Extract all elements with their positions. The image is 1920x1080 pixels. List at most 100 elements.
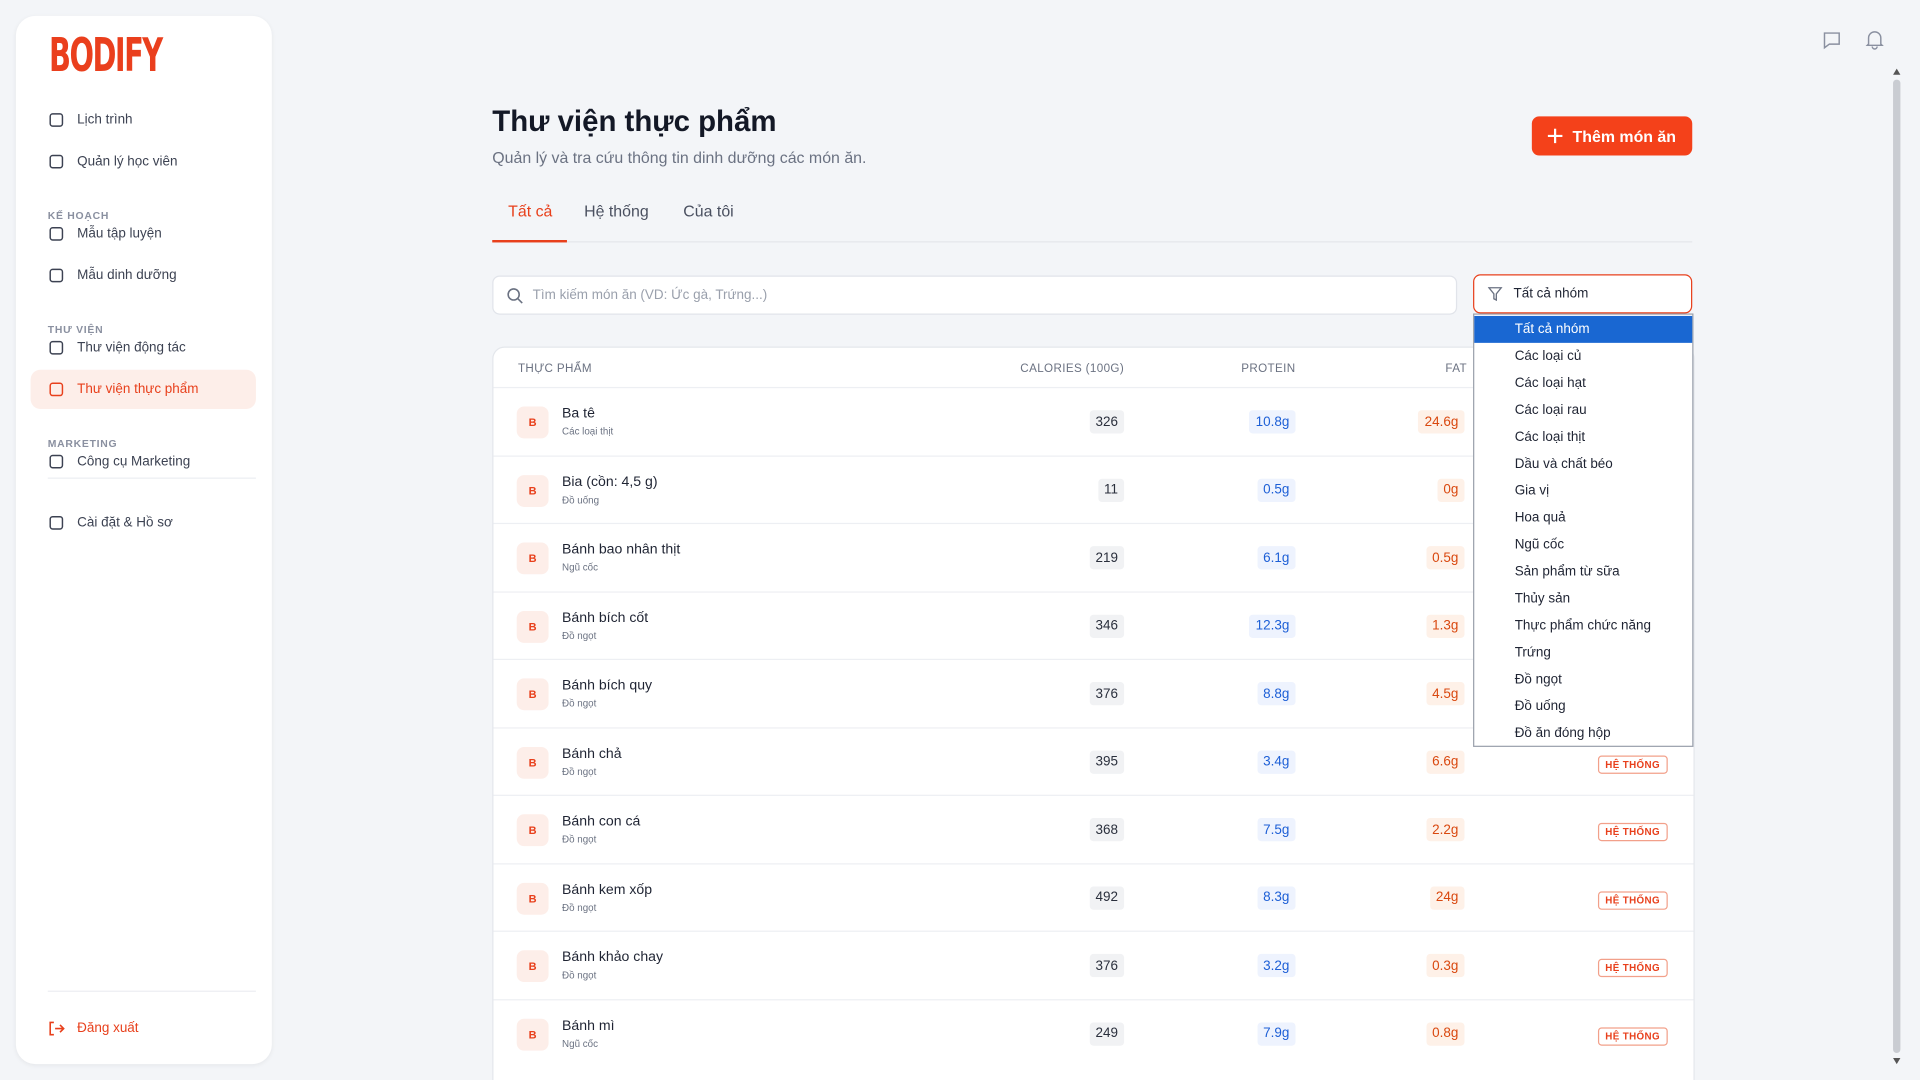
nav-icon [49, 113, 64, 127]
option-label: Đồ ăn đóng hộp [1514, 726, 1611, 741]
table-row[interactable]: B Bánh bao nhân thịt Ngũ cốc 219 6.1g 0.5g [493, 522, 1694, 592]
dropdown-option[interactable]: Thực phẩm chức năng [1474, 612, 1692, 639]
option-label: Sản phẩm từ sữa [1514, 564, 1620, 580]
dropdown-option[interactable]: Trứng [1474, 639, 1692, 666]
nav-item[interactable]: Lịch trình [31, 100, 256, 139]
nav-item[interactable]: Mẫu dinh dưỡng [31, 256, 256, 295]
food-name: Ba tê [562, 406, 595, 422]
logo[interactable]: BODIFY [48, 28, 163, 83]
table-row[interactable]: B Bánh bích cốt Đồ ngọt 346 12.3g 1.3g [493, 590, 1694, 660]
bell-icon[interactable] [1865, 29, 1885, 50]
protein: 0.5g [1257, 478, 1296, 502]
food-avatar: B [516, 542, 549, 575]
dropdown-option[interactable]: Đồ ăn đóng hộp [1474, 720, 1692, 747]
protein: 12.3g [1249, 614, 1296, 638]
dropdown-option[interactable]: Các loại hạt [1474, 370, 1692, 397]
calories: 219 [1089, 546, 1125, 570]
column-header: CALORIES (100G) [1020, 362, 1125, 376]
table-row[interactable]: B Ba tê Các loại thịt 326 10.8g 24.6g [493, 386, 1694, 456]
table-row[interactable]: B Bánh bích quy Đồ ngọt 376 8.8g 4.5g [493, 658, 1694, 728]
food-avatar: B [516, 814, 549, 847]
dropdown-option[interactable]: Sản phẩm từ sữa [1474, 558, 1692, 585]
dropdown-option[interactable]: Thủy sản [1474, 585, 1692, 612]
table-row[interactable]: B Bánh kem xốp Đồ ngọt 492 8.3g 24g HỆ THỐNG [493, 862, 1694, 932]
add-button[interactable]: Thêm món ăn [1531, 116, 1693, 156]
nav-item[interactable]: Công cụ Marketing [31, 442, 256, 481]
fat: 0.8g [1426, 1021, 1465, 1046]
nav-label: Thư viện thực phẩm [77, 382, 199, 397]
table-row[interactable]: B Bánh khảo chay Đồ ngọt 376 3.2g 0.3g HỆ THỐN… [493, 930, 1694, 1000]
food-group: Đồ ngọt [562, 765, 597, 777]
dropdown-option[interactable]: Tất cả nhóm [1474, 315, 1693, 343]
dropdown-option[interactable]: Hoa quả [1474, 504, 1692, 531]
food-name: Bánh mì [562, 1018, 615, 1033]
chat-icon[interactable] [1822, 31, 1842, 51]
fat: 6.6g [1426, 750, 1465, 774]
dropdown-option[interactable]: Gia vị [1474, 478, 1692, 505]
dropdown-option[interactable]: Dầu và chất béo [1474, 451, 1692, 478]
nav-item[interactable]: Quản lý học viên [31, 142, 256, 181]
nav-item[interactable]: Thư viện động tác [31, 328, 256, 367]
table-row[interactable]: B Bia (cồn: 4,5 g) Đồ uống 11 0.5g 0g [493, 454, 1694, 524]
column-header: THỰC PHẨM [517, 362, 592, 376]
search-placeholder: Tìm kiếm món ăn (VD: Ức gà, Trứng...) [532, 287, 768, 303]
fat: 0.3g [1426, 953, 1465, 978]
table-row[interactable]: B Bánh con cá Đồ ngọt 368 7.5g 2.2g HỆ THỐNG [493, 794, 1694, 864]
food-group: Đồ ngọt [562, 969, 597, 981]
food-name: Bánh bao nhân thịt [562, 542, 681, 558]
dropdown-option[interactable]: Đồ ngọt [1474, 666, 1692, 693]
table-row[interactable]: B Bánh mì Ngũ cốc 249 7.9g 0.8g HỆ THỐNG [493, 998, 1694, 1068]
tab[interactable]: Tất cả [508, 202, 553, 221]
option-label: Thực phẩm chức năng [1514, 618, 1652, 634]
table-row[interactable]: B Bánh chả Đồ ngọt 395 3.4g 6.6g HỆ THỐNG [493, 726, 1694, 796]
food-group: Đồ ngọt [562, 901, 597, 913]
food-avatar: B [516, 1018, 549, 1051]
nav-icon [49, 268, 64, 283]
group-dropdown: Tất cả nhóm Các loại củ Các loại hạt Các lo… [1473, 313, 1694, 747]
food-avatar: B [516, 406, 549, 439]
nav-item[interactable]: Cài đặt & Hồ sơ [31, 503, 256, 542]
food-group: Đồ ngọt [562, 833, 597, 845]
column-header: PROTEIN [1241, 362, 1296, 376]
sidebar: BODIFY Đăng xuất Lịch trình Quản lý học v… [15, 15, 272, 1065]
dropdown-option[interactable]: Các loại thịt [1474, 424, 1692, 451]
nav-label: Lịch trình [77, 112, 133, 128]
dropdown-option[interactable]: Đồ uống [1474, 693, 1692, 720]
group-filter[interactable]: Tất cả nhóm [1473, 274, 1693, 314]
nav-icon [49, 227, 64, 241]
nav-icon [49, 516, 64, 530]
food-group: Đồ uống [562, 494, 600, 506]
tab[interactable]: Của tôi [683, 202, 734, 221]
nav-icon [49, 340, 64, 355]
filter-icon [1487, 287, 1503, 302]
option-label: Các loại củ [1514, 348, 1582, 364]
search-icon [507, 287, 523, 304]
search-box[interactable]: Tìm kiếm món ăn (VD: Ức gà, Trứng...) [492, 275, 1458, 315]
dropdown-option[interactable]: Các loại củ [1474, 343, 1692, 370]
food-name: Bánh bích quy [562, 678, 653, 694]
scrollbar[interactable] [1892, 67, 1902, 1065]
calories: 395 [1089, 750, 1125, 774]
protein: 10.8g [1249, 410, 1296, 434]
option-label: Dầu và chất béo [1514, 456, 1613, 472]
fat: 24.6g [1418, 410, 1465, 434]
nav-item[interactable]: Mẫu tập luyện [31, 214, 256, 253]
food-group: Ngũ cốc [562, 562, 598, 574]
option-label: Thủy sản [1514, 591, 1571, 607]
fat: 2.2g [1426, 817, 1465, 842]
nav-item[interactable]: Thư viện thực phẩm [30, 369, 256, 409]
option-label: Hoa quả [1514, 510, 1566, 526]
protein: 6.1g [1257, 546, 1296, 570]
tab[interactable]: Hệ thống [584, 202, 649, 221]
option-label: Gia vị [1514, 483, 1550, 499]
food-name: Bánh chả [562, 746, 622, 762]
fat: 4.5g [1426, 682, 1465, 706]
logout[interactable]: Đăng xuất [31, 1009, 256, 1048]
food-avatar: B [516, 610, 549, 643]
fat: 24g [1429, 885, 1465, 910]
fat: 1.3g [1426, 614, 1465, 638]
dropdown-option[interactable]: Ngũ cốc [1474, 531, 1692, 558]
dropdown-option[interactable]: Các loại rau [1474, 397, 1692, 424]
calories: 376 [1089, 953, 1125, 978]
source-badge: HỆ THỐNG [1597, 958, 1668, 978]
